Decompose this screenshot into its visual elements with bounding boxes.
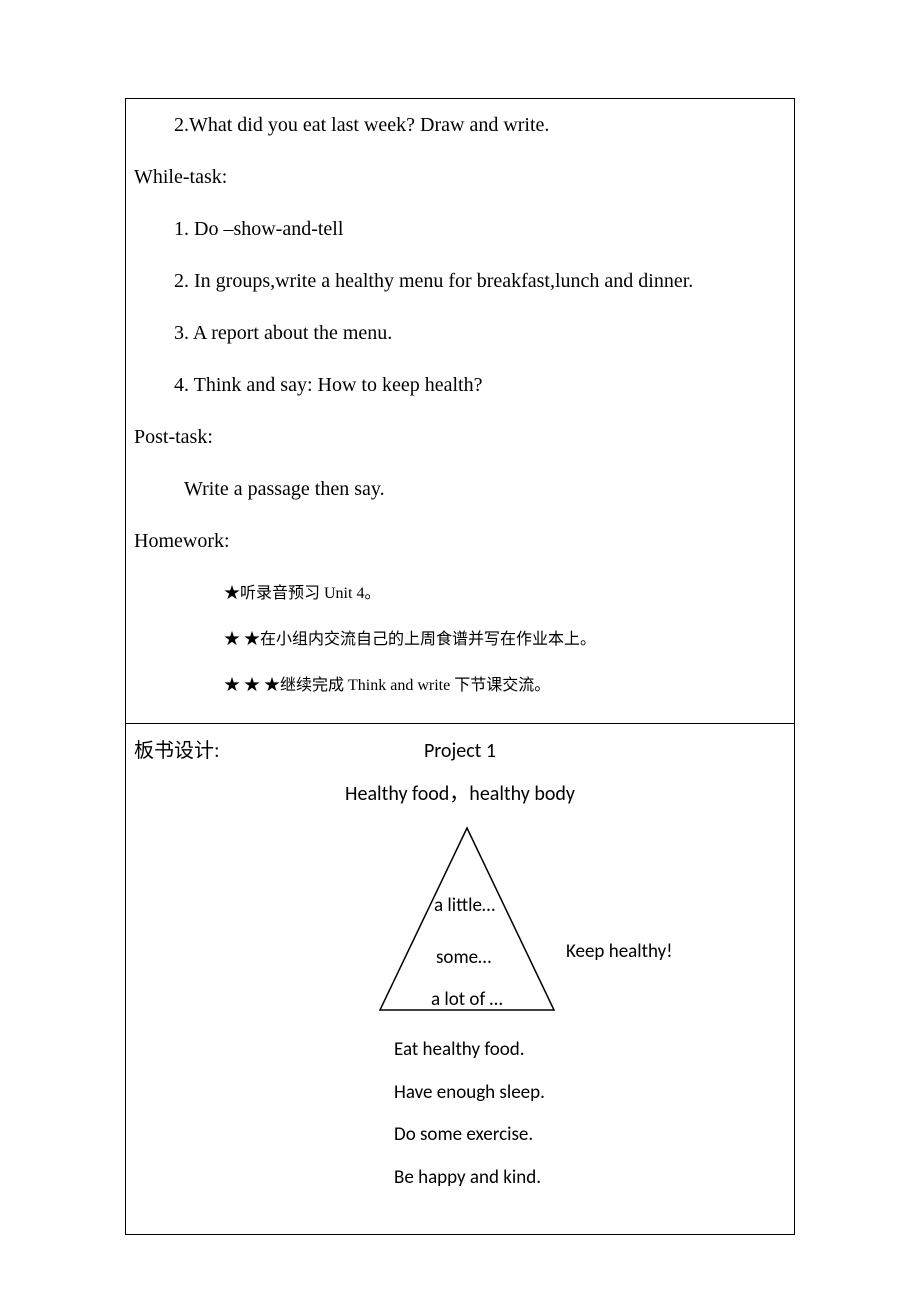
pyramid-bot-label: a lot of … (431, 988, 503, 1011)
homework-item-1: ★听录音预习 Unit 4。 (134, 579, 786, 603)
pretask-q2: 2.What did you eat last week? Draw and w… (134, 111, 786, 139)
project-subtitle: Healthy food，healthy body (134, 777, 786, 806)
tip-4: Be happy and kind. (394, 1166, 786, 1191)
tip-2: Have enough sleep. (394, 1081, 786, 1106)
pyramid-side-label: Keep healthy! (566, 940, 672, 963)
homework-item-3: ★ ★ ★继续完成 Think and write 下节课交流。 (134, 671, 786, 695)
project-title: Project 1 (134, 739, 786, 763)
lesson-plan-body: 2.What did you eat last week? Draw and w… (126, 99, 794, 724)
while-item-1: 1. Do –show-and-tell (134, 215, 786, 243)
health-tips: Eat healthy food. Have enough sleep. Do … (134, 1038, 786, 1191)
board-label: 板书设计: (134, 740, 220, 762)
while-item-4: 4. Think and say: How to keep health? (134, 371, 786, 399)
food-pyramid: a little… some… a lot of … Keep healthy! (134, 822, 786, 1032)
tip-1: Eat healthy food. (394, 1038, 786, 1063)
pyramid-top-label: a little… (434, 894, 495, 917)
board-design: 板书设计: Project 1 Healthy food，healthy bod… (126, 724, 794, 1234)
while-item-3: 3. A report about the menu. (134, 319, 786, 347)
tip-3: Do some exercise. (394, 1123, 786, 1148)
homework-heading: Homework: (134, 527, 786, 555)
post-task-heading: Post-task: (134, 423, 786, 451)
while-item-2: 2. In groups,write a healthy menu for br… (134, 267, 786, 295)
post-task-line: Write a passage then say. (134, 475, 786, 503)
pyramid-mid-label: some… (436, 946, 491, 969)
document-page: 2.What did you eat last week? Draw and w… (125, 98, 795, 1235)
homework-item-2: ★ ★在小组内交流自己的上周食谱并写在作业本上。 (134, 625, 786, 649)
while-task-heading: While-task: (134, 163, 786, 191)
